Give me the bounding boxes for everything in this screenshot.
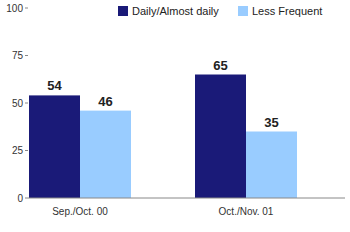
x-tick-label: Sep./Oct. 00 xyxy=(52,206,108,217)
y-axis: 0 25 50 75 100 xyxy=(6,3,28,204)
x-tick-label: Oct./Nov. 01 xyxy=(219,206,274,217)
legend-swatch xyxy=(238,6,248,16)
chart: 0 25 50 75 100 54 46 65 35 Sep./Oct. 00 Oct./Nov. … xyxy=(0,0,350,232)
y-tick xyxy=(25,150,28,151)
bar xyxy=(195,75,246,199)
y-tick xyxy=(25,55,28,56)
y-tick-label: 100 xyxy=(6,3,23,14)
bar xyxy=(246,132,297,199)
bar xyxy=(80,111,131,198)
bar xyxy=(29,95,80,198)
y-tick-label: 75 xyxy=(12,50,24,61)
y-tick xyxy=(25,8,28,9)
x-axis-line xyxy=(28,198,345,199)
data-label: 54 xyxy=(47,78,62,93)
data-label: 35 xyxy=(264,115,278,130)
y-tick-label: 0 xyxy=(17,193,23,204)
legend-label: Daily/Almost daily xyxy=(132,5,219,17)
data-labels: 54 46 65 35 xyxy=(47,58,278,130)
y-tick xyxy=(25,198,28,199)
legend-swatch xyxy=(118,6,128,16)
chart-container: 0 25 50 75 100 54 46 65 35 Sep./Oct. 00 Oct./Nov. … xyxy=(0,0,350,232)
y-tick-label: 50 xyxy=(12,98,24,109)
bars xyxy=(29,75,297,199)
y-tick xyxy=(25,103,28,104)
legend-label: Less Frequent xyxy=(252,5,322,17)
data-label: 46 xyxy=(98,94,112,109)
data-label: 65 xyxy=(213,58,227,73)
y-tick-label: 25 xyxy=(12,145,24,156)
legend: Daily/Almost daily Less Frequent xyxy=(118,5,322,17)
